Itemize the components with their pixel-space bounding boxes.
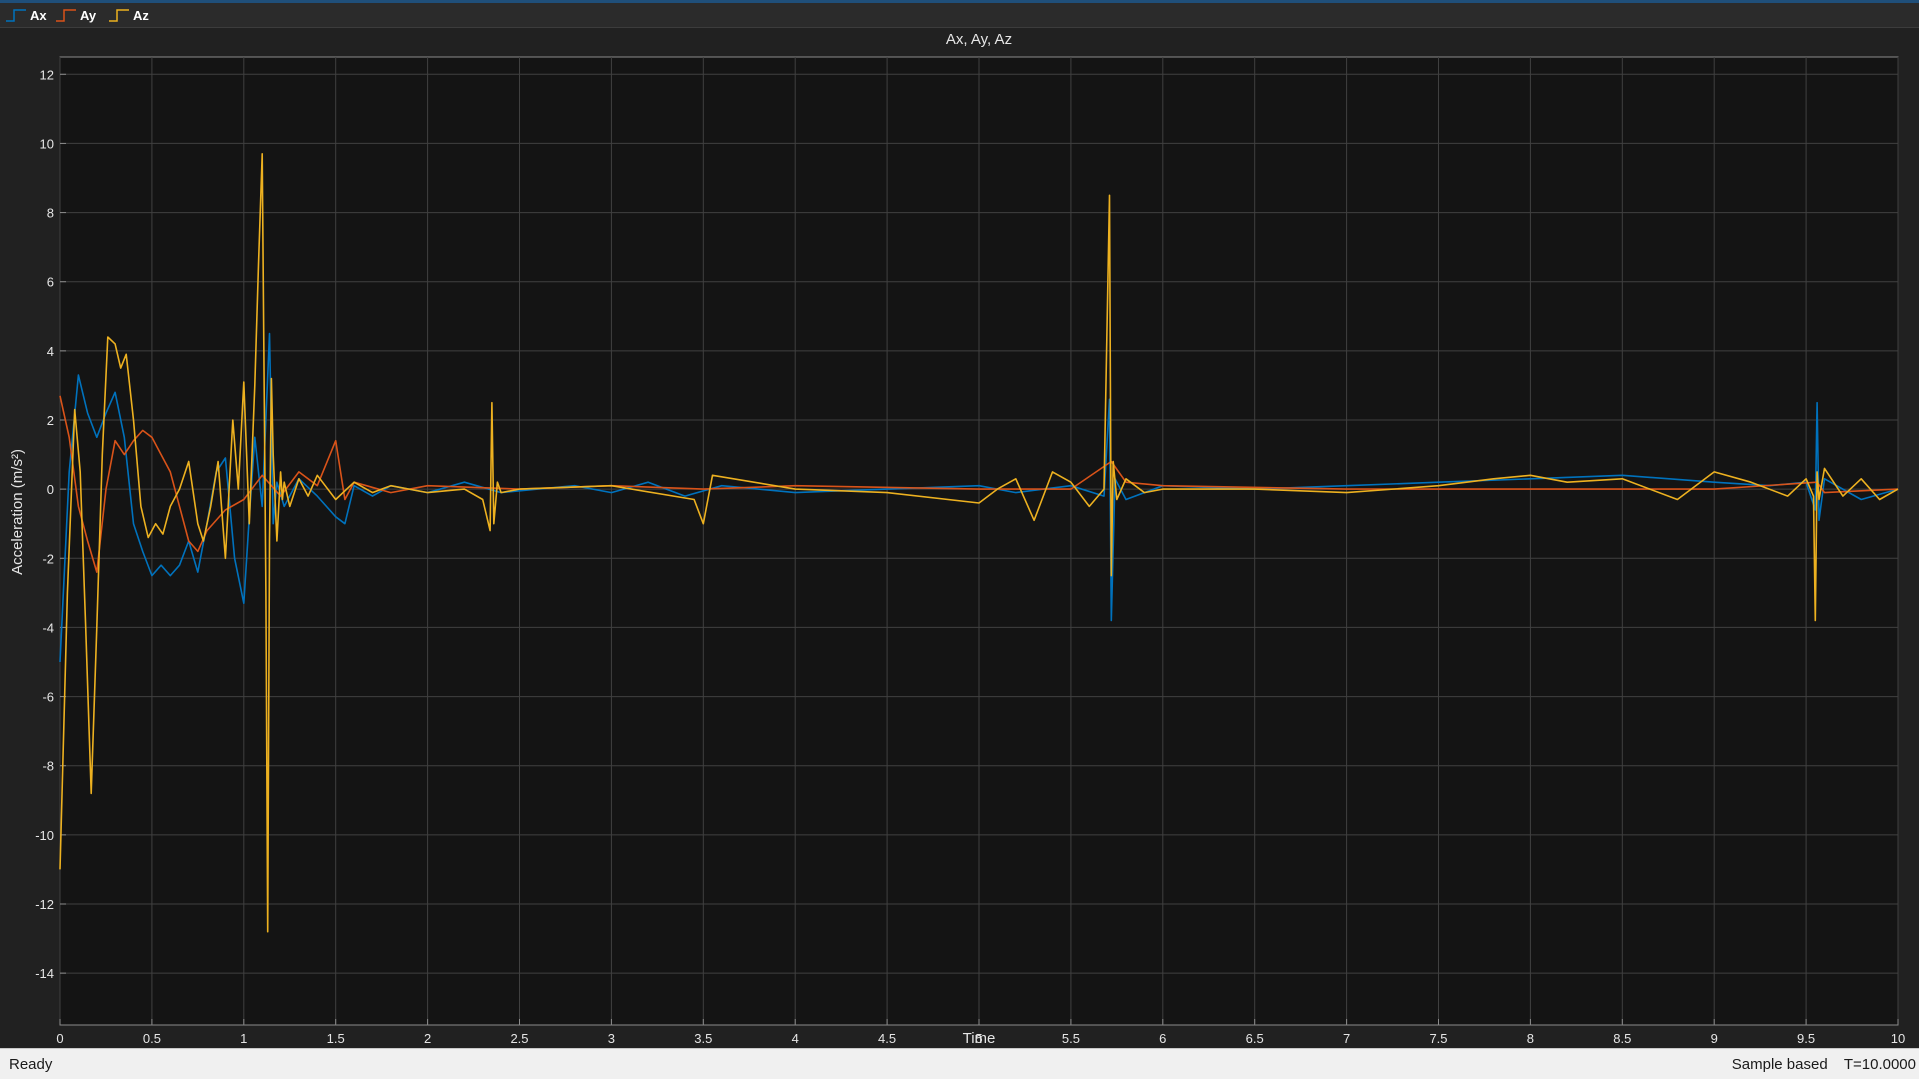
x-tick-label: 3 [608, 1031, 615, 1046]
legend-az-line-icon [109, 9, 129, 22]
legend-item-ay-label: Ay [80, 7, 97, 23]
y-tick-label: -2 [42, 551, 54, 566]
series-line-ay [59, 395, 1899, 573]
simulation-time: T=10.0000 [1843, 1056, 1916, 1073]
x-tick-label: 0.5 [143, 1031, 161, 1046]
x-tick-label: 6 [1159, 1031, 1166, 1046]
x-tick-label: 4.5 [878, 1031, 896, 1046]
legend-item-ax[interactable]: Ax [5, 6, 47, 24]
x-tick-label: 4 [792, 1031, 799, 1046]
y-tick-label: -6 [42, 690, 54, 705]
x-tick-label: 0 [56, 1031, 63, 1046]
status-bar: Ready Sample based T=10.0000 [0, 1048, 1919, 1079]
x-tick-label: 9.5 [1797, 1031, 1815, 1046]
y-tick-label: 4 [47, 344, 54, 359]
x-tick-label: 6.5 [1246, 1031, 1264, 1046]
legend-item-ay[interactable]: Ay [55, 6, 96, 24]
legend-ay-line-icon [56, 9, 76, 22]
series-line-az [59, 153, 1899, 933]
x-tick-label: 2 [424, 1031, 431, 1046]
y-tick-label: -14 [35, 966, 54, 981]
y-axis-label: Acceleration (m/s²) [9, 449, 26, 575]
x-tick-label: 1 [240, 1031, 247, 1046]
x-tick-label: 7 [1343, 1031, 1350, 1046]
x-tick-label: 9 [1711, 1031, 1718, 1046]
y-tick-label: 0 [47, 482, 54, 497]
x-tick-label: 10 [1891, 1031, 1905, 1046]
sampling-mode: Sample based [1731, 1056, 1828, 1073]
legend-item-ax-label: Ax [30, 7, 47, 23]
y-tick-label: -4 [42, 620, 54, 635]
y-tick-label: 8 [47, 206, 54, 221]
x-tick-label: 8 [1527, 1031, 1534, 1046]
legend-item-az-label: Az [133, 7, 149, 23]
legend-ax-line-icon [6, 9, 26, 22]
x-tick-label: 1.5 [327, 1031, 345, 1046]
x-tick-label: 2.5 [510, 1031, 528, 1046]
status-text: Ready [9, 1056, 53, 1073]
x-tick-label: 5.5 [1062, 1031, 1080, 1046]
grid-lines [59, 57, 1899, 1025]
series-lines [59, 153, 1899, 933]
y-tick-label: 10 [40, 136, 54, 151]
legend-item-az[interactable]: Az [108, 6, 149, 24]
x-tick-labels: 0 0.5 1 1.5 2 2.5 3 3.5 4 4.5 5 5.5 6 6.5 7 7.5 8 8.5 9 9.5… [56, 1031, 1905, 1046]
y-tick-label: -10 [35, 828, 54, 843]
window-top-border [0, 0, 1919, 3]
y-tick-label: 2 [47, 413, 54, 428]
chart-title: Ax, Ay, Az [946, 31, 1012, 48]
y-tick-labels: 12 10 8 6 4 2 0 -2 -4 -6 -8 -10 -12 -14 [35, 67, 54, 981]
x-tick-label: 5 [975, 1031, 982, 1046]
x-tick-label: 8.5 [1613, 1031, 1631, 1046]
x-tick-label: 3.5 [694, 1031, 712, 1046]
y-tick-label: -8 [42, 759, 54, 774]
y-tick-label: -12 [35, 897, 54, 912]
x-tick-label: 7.5 [1429, 1031, 1447, 1046]
x-axis-label: Time [963, 1030, 996, 1047]
y-tick-label: 12 [40, 67, 54, 82]
legend-bar: Ax Ay Az [0, 3, 1919, 28]
status-right-group: Sample based T=10.0000 [1720, 1056, 1916, 1073]
y-tick-label: 6 [47, 275, 54, 290]
